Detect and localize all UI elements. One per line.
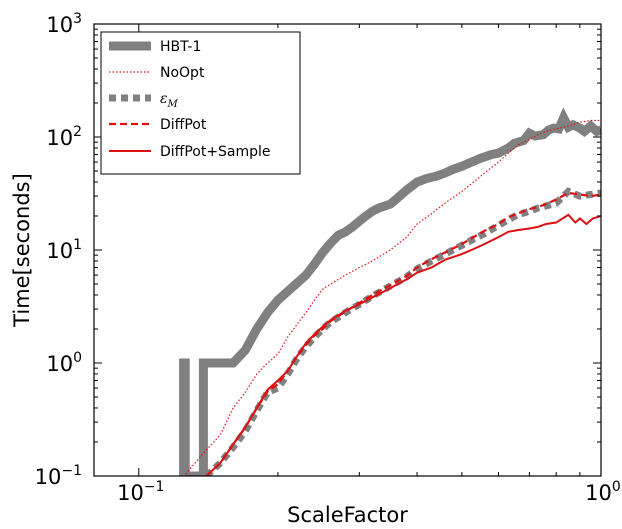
y-axis-title: Time[seconds] [10, 173, 34, 328]
x-tick-label: 100 [585, 479, 621, 505]
series-line-2 [183, 119, 601, 476]
legend: HBT-1 NoOpt εM DiffPot DiffPot+Sample [100, 31, 301, 175]
y-tick-label: 102 [46, 124, 82, 150]
x-axis-title: ScaleFactor [287, 503, 408, 527]
legend-label: εM [160, 91, 179, 110]
y-tick-label: 103 [46, 11, 82, 37]
series-layer [179, 107, 601, 476]
series-line-1 [179, 107, 601, 476]
y-tick-label: 101 [46, 237, 82, 263]
series-line-3 [203, 187, 601, 476]
x-tick-label: 10−1 [117, 479, 164, 505]
series-line-5 [205, 213, 601, 476]
legend-label: NoOpt [160, 65, 205, 81]
legend-label: HBT-1 [160, 39, 201, 55]
ticks-layer: 10−1 100 10−1 100 101 102 103 [35, 11, 621, 505]
y-tick-label: 10−1 [35, 463, 82, 489]
series-line-4 [205, 191, 601, 476]
y-tick-label: 100 [46, 350, 82, 376]
legend-label: DiffPot [160, 117, 207, 133]
legend-label: DiffPot+Sample [160, 144, 271, 160]
